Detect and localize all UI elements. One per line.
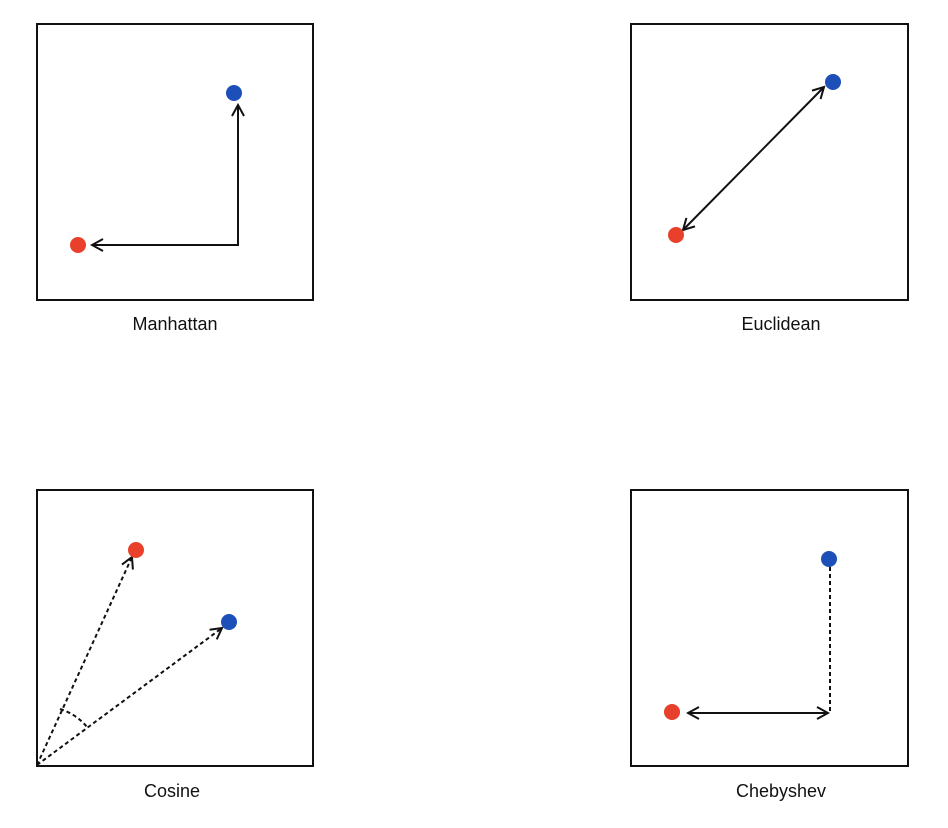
- cosine-angle-arc: [59, 708, 88, 728]
- cosine-point-red: [128, 542, 144, 558]
- chebyshev-diagram: [630, 489, 909, 767]
- cosine-frame: [36, 489, 314, 767]
- euclidean-label: Euclidean: [741, 314, 821, 334]
- cosine-vector-blue: [36, 628, 222, 766]
- manhattan-frame: [36, 23, 314, 301]
- euclidean-point-red: [668, 227, 684, 243]
- manhattan-diagram: [36, 23, 314, 301]
- manhattan-path: [92, 105, 238, 245]
- euclidean-path: [683, 87, 824, 230]
- chebyshev-label: Chebyshev: [735, 781, 827, 801]
- cosine-point-blue: [221, 614, 237, 630]
- chebyshev-frame: [630, 489, 909, 767]
- manhattan-point-red: [70, 237, 86, 253]
- euclidean-point-blue: [825, 74, 841, 90]
- chebyshev-point-red: [664, 704, 680, 720]
- cosine-label: Cosine: [143, 781, 201, 801]
- cosine-vector-red: [36, 557, 132, 766]
- manhattan-label: Manhattan: [132, 314, 218, 334]
- cosine-diagram: [36, 489, 314, 767]
- manhattan-point-blue: [226, 85, 242, 101]
- euclidean-diagram: [630, 23, 909, 301]
- euclidean-frame: [630, 23, 909, 301]
- chebyshev-point-blue: [821, 551, 837, 567]
